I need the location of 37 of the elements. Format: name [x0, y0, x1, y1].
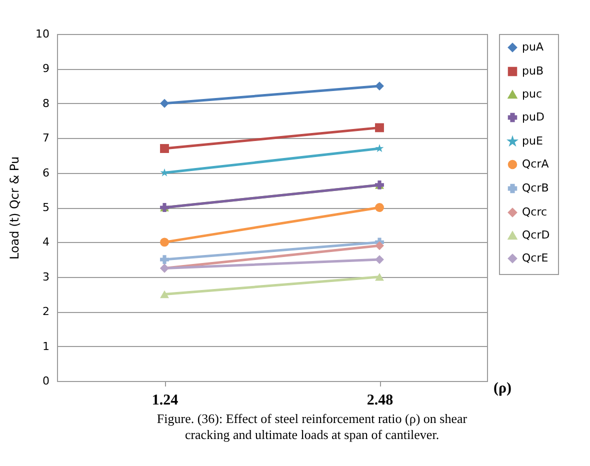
- y-tick-label: 4: [42, 236, 50, 249]
- y-tick-label: 9: [42, 62, 50, 76]
- y-tick-label: 7: [42, 132, 50, 145]
- legend-label: puD: [522, 110, 544, 124]
- y-tick-label: 5: [42, 201, 50, 214]
- point: [160, 168, 169, 176]
- legend-label: QcrB: [522, 182, 549, 194]
- y-tick-label: 0: [42, 374, 50, 388]
- point: [160, 238, 169, 247]
- y-tick-label: 2: [42, 305, 50, 318]
- legend-label: Qcrc: [522, 206, 548, 218]
- legend-label: QcrD: [522, 228, 550, 242]
- text: Figure. (36): Effect of steel reinforcement ratio (ρ) on shear cracking and ultimate loads at span of cantilever.: [156, 411, 468, 442]
- point: [160, 98, 169, 108]
- x-axis-title: (ρ): [494, 380, 512, 396]
- y-tick-label: 6: [42, 166, 50, 180]
- x-tick-label: 2.48: [366, 392, 394, 408]
- point: [375, 123, 384, 132]
- legend-label: puA: [522, 40, 544, 54]
- point: [375, 144, 384, 152]
- y-tick-label: 8: [42, 96, 50, 110]
- legend-label: QcrE: [522, 252, 548, 264]
- x-tick-label: 1.24: [152, 392, 179, 408]
- point: [375, 241, 384, 250]
- legend-label: puB: [522, 64, 544, 78]
- point: [160, 255, 169, 264]
- point: [375, 255, 384, 264]
- y-axis-title: Load (t) Qcr & Pu: [8, 156, 22, 260]
- point: [375, 82, 384, 91]
- y-tick-label: 10: [36, 28, 50, 40]
- legend-label: QcrA: [522, 158, 550, 170]
- y-tick-label: 1: [42, 340, 50, 353]
- legend-label: puE: [522, 134, 543, 148]
- y-tick-label: 3: [42, 270, 50, 284]
- legend-label: puc: [522, 88, 542, 100]
- point: [160, 144, 169, 153]
- point: [375, 203, 384, 212]
